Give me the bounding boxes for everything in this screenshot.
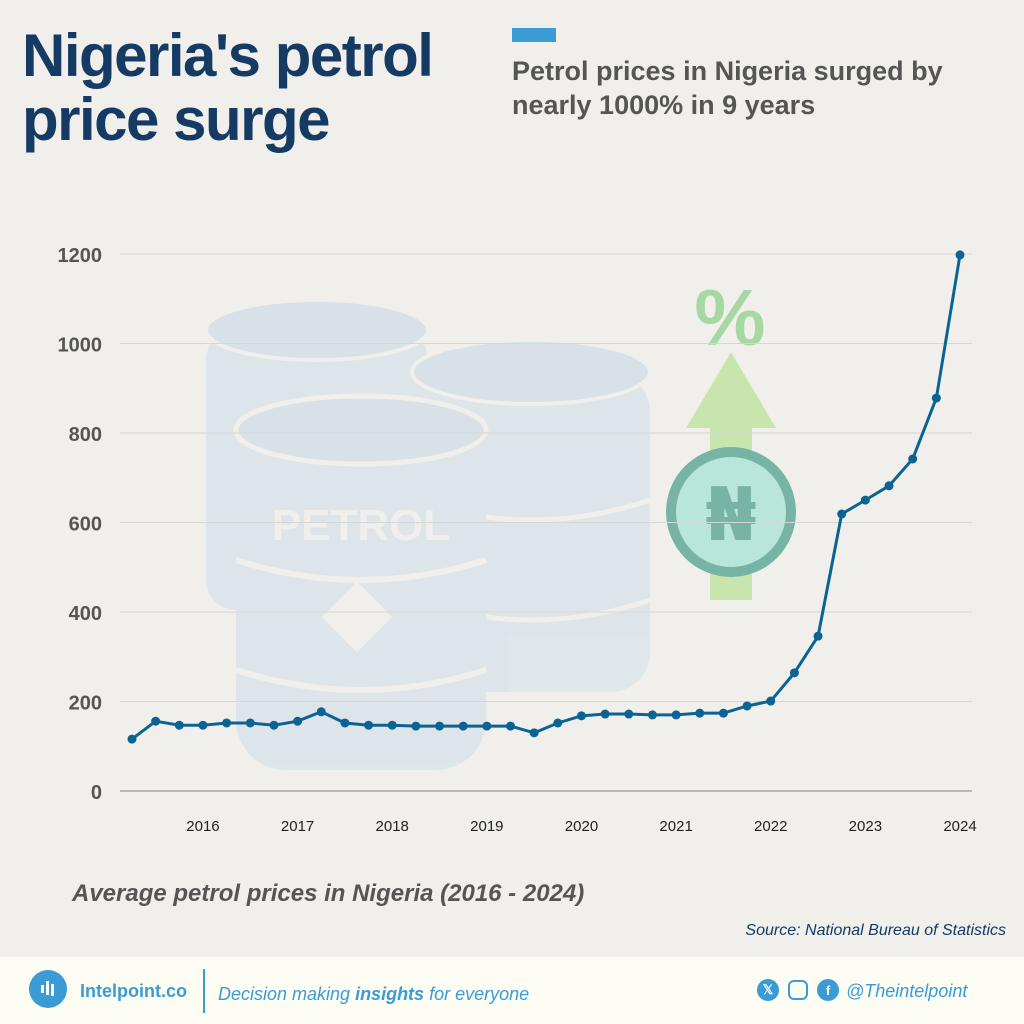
data-point bbox=[174, 720, 184, 730]
tagline-post: for everyone bbox=[424, 984, 530, 1004]
brand-link[interactable]: Intelpoint.co bbox=[80, 981, 187, 1001]
gridlines bbox=[120, 253, 972, 792]
data-point bbox=[624, 709, 634, 719]
title-line-2: price surge bbox=[22, 86, 330, 153]
tagline: Decision making insights for everyone bbox=[218, 984, 529, 1005]
data-point bbox=[411, 721, 421, 731]
title-line-1: Nigeria's petrol bbox=[22, 22, 434, 89]
x-tick-label: 2021 bbox=[659, 818, 692, 835]
data-point bbox=[837, 509, 847, 519]
data-point bbox=[647, 710, 657, 720]
y-axis: 0 200 400 600 800 1000 1200 bbox=[58, 245, 103, 804]
data-point bbox=[364, 720, 374, 730]
instagram-icon[interactable] bbox=[788, 980, 808, 1000]
data-point bbox=[482, 721, 492, 731]
naira-coin-icon: ₦ bbox=[666, 447, 796, 577]
x-tick-label: 2023 bbox=[849, 818, 882, 835]
barrel-front-icon: PETROL bbox=[233, 393, 489, 770]
barrel-label: PETROL bbox=[272, 501, 450, 550]
y-tick-label: 1200 bbox=[58, 245, 103, 267]
data-point bbox=[955, 250, 965, 260]
data-point bbox=[931, 393, 941, 403]
data-point bbox=[766, 696, 776, 706]
data-point bbox=[671, 710, 681, 720]
tagline-bold: insights bbox=[355, 984, 425, 1004]
data-point bbox=[127, 734, 137, 744]
accent-bar bbox=[512, 28, 556, 42]
data-point bbox=[458, 721, 468, 731]
data-point bbox=[435, 721, 445, 731]
data-point bbox=[222, 718, 232, 728]
data-point bbox=[718, 708, 728, 718]
data-point bbox=[151, 716, 161, 726]
data-point bbox=[198, 720, 208, 730]
data-point bbox=[908, 454, 918, 464]
x-tick-label: 2018 bbox=[376, 818, 409, 835]
data-point bbox=[340, 718, 350, 728]
chart-title: Average petrol prices in Nigeria (2016 -… bbox=[72, 880, 585, 907]
data-point bbox=[884, 481, 894, 491]
x-tick-label: 2016 bbox=[186, 818, 219, 835]
data-point bbox=[529, 728, 539, 738]
x-tick-label: 2017 bbox=[281, 818, 314, 835]
footer-divider bbox=[203, 969, 205, 1013]
data-point bbox=[506, 721, 516, 731]
data-point bbox=[387, 720, 397, 730]
data-point bbox=[742, 701, 752, 711]
background-illustration: PETROL % ₦ bbox=[204, 273, 796, 770]
data-point bbox=[553, 718, 563, 728]
y-tick-label: 600 bbox=[69, 514, 102, 536]
data-point bbox=[576, 711, 586, 721]
data-point bbox=[245, 718, 255, 728]
intelpoint-logo-icon bbox=[29, 970, 67, 1008]
x-tick-label: 2020 bbox=[565, 818, 598, 835]
percent-icon: % bbox=[694, 273, 765, 362]
data-point bbox=[695, 708, 705, 718]
data-point bbox=[269, 720, 279, 730]
x-tick-label: 2022 bbox=[754, 818, 787, 835]
data-point bbox=[789, 668, 799, 678]
x-axis: 2016 2017 2018 2019 2020 2021 2022 2023 2024 bbox=[186, 818, 976, 835]
social-links: 𝕏 f bbox=[757, 979, 839, 1001]
x-tick-label: 2024 bbox=[943, 818, 976, 835]
x-tick-label: 2019 bbox=[470, 818, 503, 835]
social-handle[interactable]: @Theintelpoint bbox=[846, 981, 968, 1001]
flame-diamond-icon bbox=[321, 581, 393, 653]
data-point bbox=[316, 707, 326, 717]
y-tick-label: 0 bbox=[91, 782, 102, 804]
y-tick-label: 1000 bbox=[58, 335, 103, 357]
footer: Intelpoint.co Decision making insights f… bbox=[0, 957, 1024, 1024]
data-point bbox=[293, 716, 303, 726]
naira-symbol: ₦ bbox=[705, 472, 757, 558]
data-point bbox=[600, 709, 610, 719]
subtitle: Petrol prices in Nigeria surged by nearl… bbox=[512, 56, 943, 120]
facebook-icon[interactable]: f bbox=[817, 979, 839, 1001]
data-point bbox=[813, 631, 823, 641]
tagline-pre: Decision making bbox=[218, 984, 356, 1004]
y-tick-label: 400 bbox=[69, 603, 102, 625]
y-tick-label: 800 bbox=[69, 424, 102, 446]
page-title: Nigeria's petrol price surge bbox=[22, 22, 434, 153]
x-twitter-icon[interactable]: 𝕏 bbox=[757, 979, 779, 1001]
source-note: Source: National Bureau of Statistics bbox=[745, 922, 1006, 939]
data-point bbox=[860, 495, 870, 505]
y-tick-label: 200 bbox=[69, 693, 102, 715]
data-points bbox=[127, 250, 965, 744]
